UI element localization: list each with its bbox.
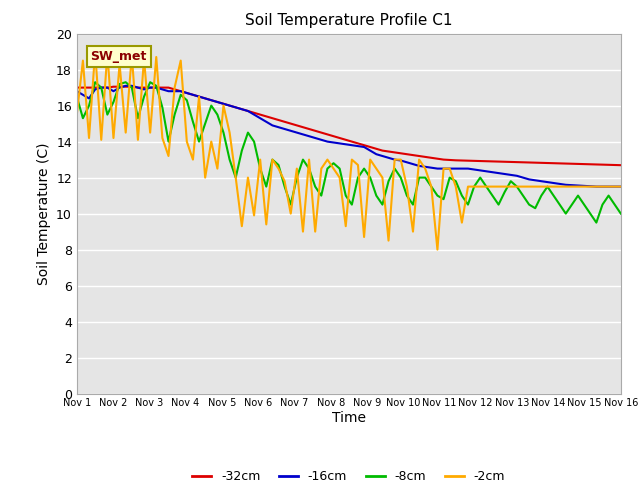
Text: SW_met: SW_met	[90, 50, 147, 63]
Title: Soil Temperature Profile C1: Soil Temperature Profile C1	[245, 13, 452, 28]
Y-axis label: Soil Temperature (C): Soil Temperature (C)	[36, 143, 51, 285]
Legend: -32cm, -16cm, -8cm, -2cm: -32cm, -16cm, -8cm, -2cm	[188, 465, 510, 480]
X-axis label: Time: Time	[332, 411, 366, 425]
